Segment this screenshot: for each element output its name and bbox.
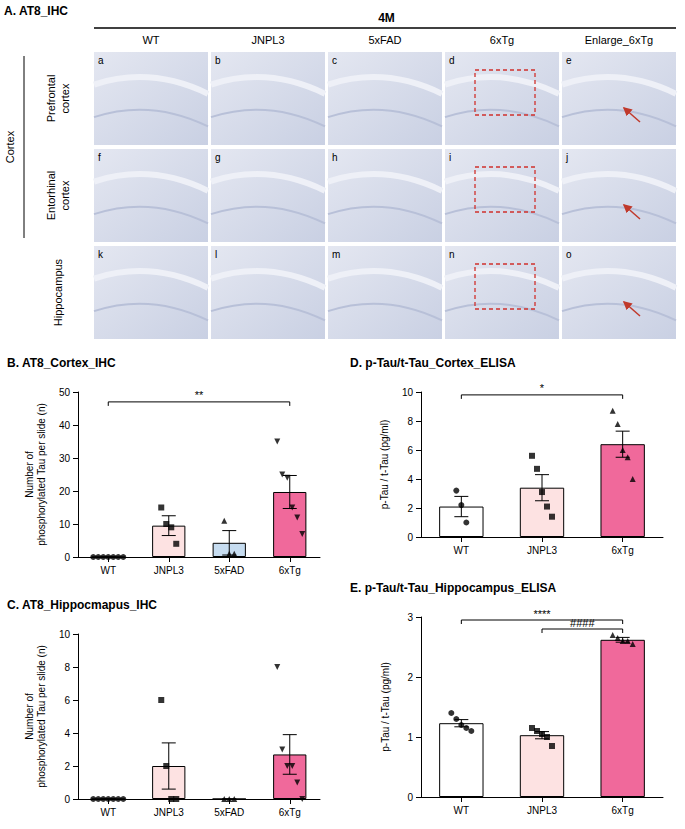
svg-text:50: 50 <box>59 387 71 398</box>
svg-text:2: 2 <box>407 503 413 514</box>
svg-text:0: 0 <box>407 532 413 543</box>
svg-text:A. AT8_IHC: A. AT8_IHC <box>4 4 68 18</box>
svg-text:6xTg: 6xTg <box>612 805 634 816</box>
svg-text:JNPL3: JNPL3 <box>154 565 184 576</box>
svg-text:6xTg: 6xTg <box>279 565 301 576</box>
svg-text:8: 8 <box>407 416 413 427</box>
svg-text:0: 0 <box>64 794 70 805</box>
svg-text:f: f <box>98 152 101 163</box>
svg-text:4: 4 <box>407 474 413 485</box>
svg-text:6: 6 <box>407 445 413 456</box>
svg-text:d: d <box>449 55 455 66</box>
svg-text:0: 0 <box>64 552 70 563</box>
svg-text:WT: WT <box>454 545 470 556</box>
svg-text:2: 2 <box>64 761 70 772</box>
svg-text:Cortex: Cortex <box>4 130 16 163</box>
svg-text:Number of: Number of <box>24 693 35 740</box>
svg-text:b: b <box>215 55 221 66</box>
svg-text:k: k <box>98 249 104 260</box>
svg-text:0: 0 <box>407 792 413 803</box>
svg-text:phosphorylated Tau per slide (: phosphorylated Tau per slide (n) <box>36 403 47 546</box>
svg-text:****: **** <box>533 608 551 620</box>
svg-text:Enlarge_6xTg: Enlarge_6xTg <box>585 34 654 46</box>
svg-text:40: 40 <box>59 420 71 431</box>
svg-text:m: m <box>332 249 340 260</box>
svg-text:Entorhinal: Entorhinal <box>45 171 57 221</box>
svg-text:1: 1 <box>407 732 413 743</box>
svg-text:8: 8 <box>64 662 70 673</box>
svg-text:D. p-Tau/t-Tau_Cortex_ELISA: D. p-Tau/t-Tau_Cortex_ELISA <box>350 356 516 370</box>
svg-text:i: i <box>449 152 451 163</box>
svg-text:WT: WT <box>142 34 159 46</box>
svg-text:n: n <box>449 249 455 260</box>
svg-text:6xTg: 6xTg <box>279 807 301 818</box>
svg-text:h: h <box>332 152 338 163</box>
svg-text:l: l <box>215 249 217 260</box>
svg-text:4: 4 <box>64 728 70 739</box>
svg-text:30: 30 <box>59 453 71 464</box>
svg-text:6xTg: 6xTg <box>612 545 634 556</box>
svg-text:####: #### <box>570 617 595 629</box>
svg-text:JNPL3: JNPL3 <box>527 805 557 816</box>
svg-text:**: ** <box>195 389 204 401</box>
svg-text:10: 10 <box>402 387 414 398</box>
svg-text:e: e <box>566 55 572 66</box>
svg-text:5xFAD: 5xFAD <box>368 34 401 46</box>
svg-text:2: 2 <box>407 672 413 683</box>
svg-text:j: j <box>565 152 568 163</box>
svg-text:E. p-Tau/t-Tau_Hippocampus_ELI: E. p-Tau/t-Tau_Hippocampus_ELISA <box>350 581 557 595</box>
svg-text:6xTg: 6xTg <box>490 34 514 46</box>
svg-text:g: g <box>215 152 221 163</box>
svg-text:*: * <box>540 382 545 394</box>
svg-text:Prefrontal: Prefrontal <box>45 75 57 123</box>
svg-text:c: c <box>332 55 337 66</box>
svg-text:3: 3 <box>407 612 413 623</box>
svg-text:JNPL3: JNPL3 <box>251 34 284 46</box>
svg-text:phosphorylated Tau per slide (: phosphorylated Tau per slide (n) <box>36 645 47 788</box>
svg-text:cortex: cortex <box>59 83 71 113</box>
svg-text:20: 20 <box>59 486 71 497</box>
svg-text:WT: WT <box>454 805 470 816</box>
svg-text:JNPL3: JNPL3 <box>154 807 184 818</box>
svg-text:Number of: Number of <box>24 451 35 498</box>
svg-text:p-Tau / t-Tau (pg/ml): p-Tau / t-Tau (pg/ml) <box>379 420 390 509</box>
svg-text:B. AT8_Cortex_IHC: B. AT8_Cortex_IHC <box>7 356 116 370</box>
svg-text:JNPL3: JNPL3 <box>527 545 557 556</box>
svg-text:10: 10 <box>59 519 71 530</box>
svg-text:4M: 4M <box>378 11 395 25</box>
svg-text:WT: WT <box>100 565 116 576</box>
svg-text:C. AT8_Hippocmapus_IHC: C. AT8_Hippocmapus_IHC <box>7 598 157 612</box>
svg-text:5xFAD: 5xFAD <box>214 807 244 818</box>
svg-text:p-Tau / t-Tau (pg/ml): p-Tau / t-Tau (pg/ml) <box>380 662 391 751</box>
svg-text:Hippocampus: Hippocampus <box>52 258 64 326</box>
svg-text:WT: WT <box>100 807 116 818</box>
svg-text:5xFAD: 5xFAD <box>214 565 244 576</box>
svg-text:10: 10 <box>59 629 71 640</box>
svg-text:o: o <box>566 249 572 260</box>
svg-text:6: 6 <box>64 695 70 706</box>
svg-text:cortex: cortex <box>59 180 71 210</box>
svg-text:a: a <box>98 55 104 66</box>
